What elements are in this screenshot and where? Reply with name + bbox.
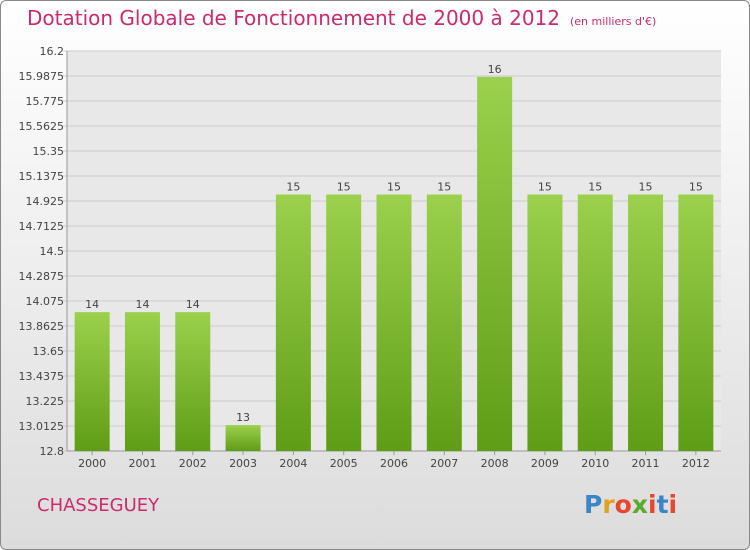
data-label: 15 [689,181,703,194]
x-tick-label: 2002 [179,457,207,470]
bar-2010 [577,194,613,451]
logo-letter: r [602,490,615,519]
bar-2008 [477,76,513,451]
y-tick-label: 15.775 [26,95,65,108]
x-tick-label: 2004 [279,457,307,470]
y-tick-label: 15.9875 [19,70,65,83]
y-tick-label: 14.7125 [19,220,65,233]
y-tick-label: 15.1375 [19,170,65,183]
y-tick-label: 13.65 [33,345,65,358]
y-tick-label: 14.5 [40,245,65,258]
y-tick-label: 12.8 [40,445,65,458]
town-name: CHASSEGUEY [37,495,160,516]
title-unit: (en milliers d'€) [570,15,657,28]
data-label: 13 [236,411,250,424]
y-tick-label: 14.2875 [19,270,65,283]
y-tick-label: 14.075 [26,295,65,308]
y-tick-label: 13.225 [26,395,65,408]
data-label: 15 [337,181,351,194]
x-tick-label: 2007 [430,457,458,470]
x-tick-label: 2009 [531,457,559,470]
data-label: 15 [437,181,451,194]
bar-2003 [225,425,261,451]
proxiti-logo[interactable]: Proxiti [584,490,677,519]
bar-2007 [426,194,462,451]
logo-letter: x [631,490,648,519]
y-tick-label: 16.2 [40,45,65,58]
data-label: 14 [186,298,200,311]
logo-letter: i [668,490,678,519]
y-tick-label: 13.8625 [19,320,65,333]
y-tick-label: 15.35 [33,145,65,158]
chart-title: Dotation Globale de Fonctionnement de 20… [27,6,656,30]
data-label: 15 [588,181,602,194]
bar-2002 [175,312,211,451]
x-tick-label: 2008 [481,457,509,470]
data-label: 15 [387,181,401,194]
x-tick-label: 2010 [581,457,609,470]
data-label: 15 [639,181,653,194]
data-label: 15 [538,181,552,194]
logo-letter: P [584,490,603,519]
x-tick-label: 2006 [380,457,408,470]
x-tick-label: 2000 [78,457,106,470]
data-label: 14 [85,298,99,311]
data-label: 16 [488,63,502,76]
y-tick-label: 13.0125 [19,420,65,433]
bar-2005 [326,194,362,451]
bar-2011 [628,194,664,451]
bar-2012 [678,194,714,451]
bar-2000 [74,312,110,451]
bar-2001 [124,312,160,451]
x-tick-label: 2001 [128,457,156,470]
y-tick-label: 13.4375 [19,370,65,383]
bar-2009 [527,194,563,451]
x-tick-label: 2012 [682,457,710,470]
title-main: Dotation Globale de Fonctionnement de 20… [27,6,560,30]
y-tick-label: 14.925 [26,195,65,208]
bar-2004 [275,194,311,451]
y-tick-label: 15.5625 [19,120,65,133]
data-label: 14 [135,298,149,311]
data-label: 15 [286,181,300,194]
logo-letter: o [614,490,632,519]
x-tick-label: 2005 [330,457,358,470]
x-tick-label: 2011 [632,457,660,470]
x-tick-label: 2003 [229,457,257,470]
bar-2006 [376,194,412,451]
logo-letter: t [656,490,669,519]
logo-letter: i [648,490,657,519]
